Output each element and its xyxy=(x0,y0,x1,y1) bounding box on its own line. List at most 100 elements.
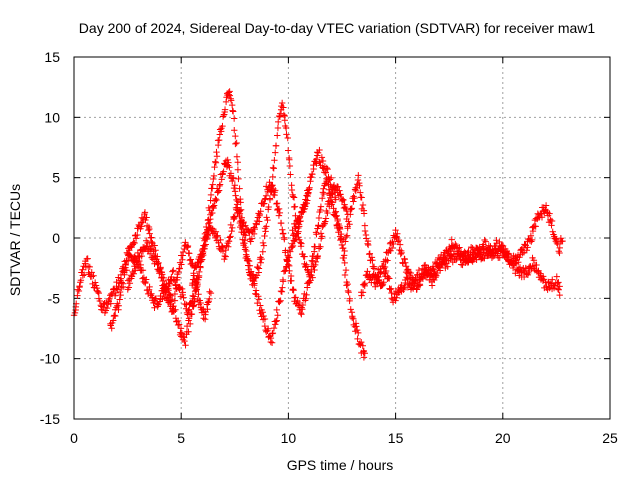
data-point xyxy=(310,165,317,173)
data-point xyxy=(197,256,205,264)
data-point xyxy=(299,301,307,309)
data-point xyxy=(81,271,88,278)
data-point xyxy=(273,200,280,208)
data-point xyxy=(384,257,391,264)
data-point xyxy=(266,179,273,186)
data-point xyxy=(259,248,266,255)
data-point xyxy=(199,248,207,256)
data-point xyxy=(473,256,480,263)
data-point xyxy=(288,277,295,284)
data-point xyxy=(257,208,264,215)
data-point xyxy=(555,248,562,255)
data-point xyxy=(532,223,539,230)
data-point xyxy=(254,264,261,271)
data-point xyxy=(461,248,468,256)
data-point xyxy=(145,226,152,234)
data-point xyxy=(255,265,263,272)
data-point xyxy=(232,192,239,199)
data-point xyxy=(234,166,242,173)
data-point xyxy=(186,306,193,313)
data-point xyxy=(296,236,303,244)
data-point xyxy=(280,104,287,111)
chart-title: Day 200 of 2024, Sidereal Day-to-day VTE… xyxy=(79,20,596,36)
data-point xyxy=(163,280,170,288)
data-point xyxy=(344,280,351,288)
data-point xyxy=(306,184,313,191)
data-point xyxy=(402,259,409,266)
data-point xyxy=(322,169,329,176)
data-point xyxy=(308,257,316,264)
data-point xyxy=(347,206,355,213)
data-point xyxy=(130,239,137,246)
data-point xyxy=(243,247,250,255)
data-point xyxy=(336,187,343,194)
data-point xyxy=(341,247,348,255)
data-point xyxy=(380,279,387,286)
data-point xyxy=(554,240,561,248)
data-point xyxy=(361,282,368,290)
data-point xyxy=(397,250,404,258)
data-point xyxy=(159,277,167,285)
data-point xyxy=(241,240,248,247)
data-point xyxy=(214,188,222,195)
data-point xyxy=(123,267,130,274)
data-point xyxy=(117,291,124,299)
data-point xyxy=(309,253,317,260)
data-point xyxy=(146,283,153,291)
data-point xyxy=(214,232,221,239)
data-point xyxy=(336,222,343,230)
data-point xyxy=(553,239,561,247)
data-point xyxy=(77,277,85,284)
data-point xyxy=(396,241,404,248)
data-point xyxy=(229,177,236,185)
data-point xyxy=(303,261,310,268)
data-point xyxy=(213,196,220,204)
data-point xyxy=(272,149,279,156)
data-point xyxy=(274,132,281,139)
data-point xyxy=(181,337,188,345)
data-point xyxy=(284,134,291,142)
data-point xyxy=(248,235,256,242)
data-point xyxy=(227,97,235,104)
data-point xyxy=(210,175,217,183)
data-point xyxy=(170,267,177,274)
data-point xyxy=(423,264,430,271)
data-point xyxy=(148,290,155,297)
data-point xyxy=(432,273,439,281)
data-point xyxy=(317,230,325,237)
data-point xyxy=(148,234,155,241)
data-point xyxy=(404,275,411,282)
data-point xyxy=(205,216,212,223)
data-point xyxy=(165,287,172,294)
data-point xyxy=(304,266,311,273)
data-point xyxy=(314,149,322,157)
y-axis-label: SDTVAR / TECUs xyxy=(7,184,23,296)
data-point xyxy=(204,299,212,306)
data-point xyxy=(260,242,268,249)
data-point xyxy=(339,244,347,252)
data-point xyxy=(549,228,556,235)
data-point xyxy=(190,302,197,309)
data-point xyxy=(344,287,352,295)
data-point xyxy=(168,296,176,303)
data-point xyxy=(524,244,531,251)
data-point xyxy=(331,209,339,216)
data-point xyxy=(360,210,368,217)
data-point xyxy=(319,189,327,196)
data-point xyxy=(354,335,361,343)
data-point xyxy=(304,280,311,287)
data-point xyxy=(260,312,267,320)
data-point xyxy=(231,213,239,220)
data-point xyxy=(428,282,436,289)
data-point xyxy=(332,213,340,220)
data-point xyxy=(145,286,153,293)
data-point xyxy=(281,234,288,241)
data-point xyxy=(387,286,394,293)
data-point xyxy=(463,258,471,265)
data-point xyxy=(282,247,289,254)
data-point xyxy=(74,292,81,299)
data-point xyxy=(90,272,97,279)
data-point xyxy=(554,279,561,287)
data-point xyxy=(233,201,241,208)
data-point xyxy=(76,282,83,290)
